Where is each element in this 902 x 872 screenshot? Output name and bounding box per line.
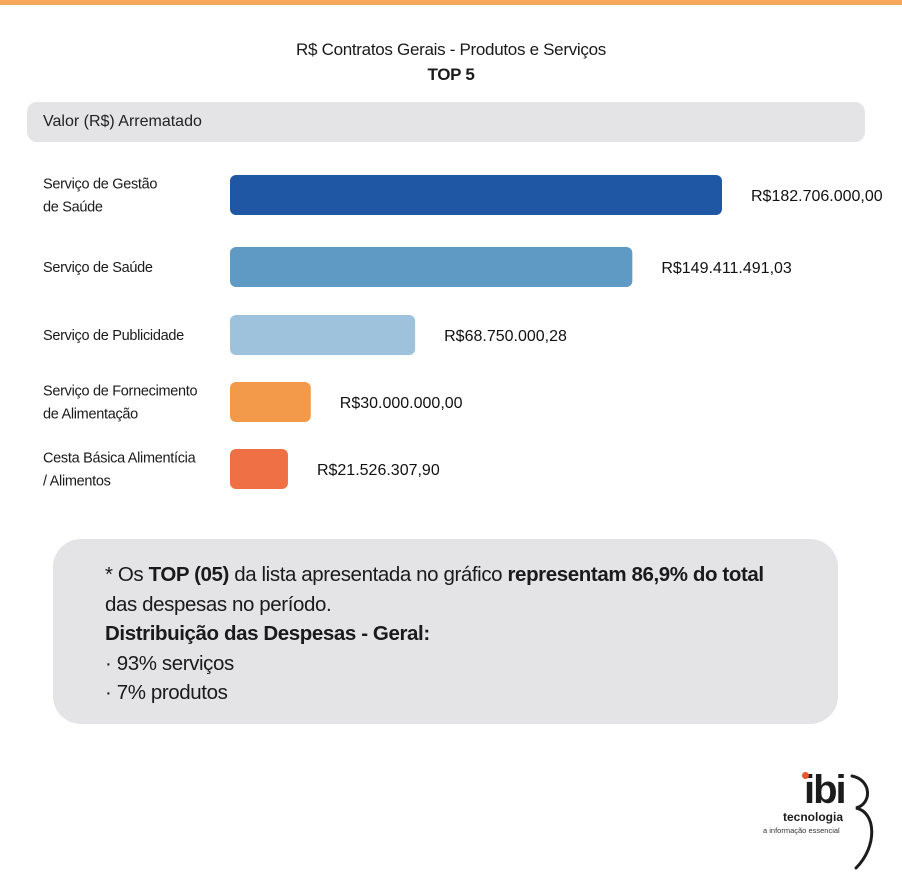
bar-4 [230,382,311,422]
category-label-5: Cesta Básica Alimentícia / Alimentos [43,451,197,490]
logo-dot [802,772,809,779]
company-logo: ibi tecnologia a informação essencial [760,770,880,870]
note-line-1: * Os TOP (05) da lista apresentada no gr… [105,560,838,590]
note-text: * Os [105,563,149,586]
logo-tagline: a informação essencial [763,826,840,835]
note-line-3: Distribuição das Despesas - Geral: [105,619,838,649]
value-label-5: R$21.526.307,90 [317,462,440,479]
chart-title: R$ Contratos Gerais - Produtos e Serviço… [296,40,606,59]
note-line-2: das despesas no período. [105,592,332,616]
bar-2 [230,247,633,287]
category-label-2: Serviço de Saúde [43,260,153,276]
value-label-1: R$182.706.000,00 [751,188,883,205]
note-text: da lista apresentada no gráfico [228,563,508,586]
value-label-3: R$68.750.000,28 [444,328,567,345]
chart-subtitle: TOP 5 [427,65,475,84]
value-label-4: R$30.000.000,00 [340,395,463,412]
logo-wordmark: ibi [804,768,847,812]
category-label-3: Serviço de Publicidade [43,328,184,344]
category-label-4: Serviço de Fornecimento de Alimentação [43,384,198,423]
bar-chart: R$182.706.000,00 Serviço de Gestão de Saúd… [43,175,883,490]
logo-swoosh-icon [850,774,874,870]
logo-subtitle: tecnologia [783,810,844,824]
note-line-5: · 7% produtos [105,681,228,704]
summary-note: * Os TOP (05) da lista apresentada no gr… [53,539,838,724]
bar-5 [230,449,288,489]
value-axis-header: Valor (R$) Arrematado [27,102,865,142]
bar-1 [230,175,722,215]
note-bold-share: representam 86,9% do total [507,563,764,586]
note-line-4: · 93% serviços [105,651,234,675]
category-label-1: Serviço de Gestão de Saúde [43,177,157,216]
top-accent-rule [0,0,902,5]
note-bold-top: TOP (05) [148,563,230,586]
bar-3 [230,315,416,355]
value-label-2: R$149.411.491,03 [661,260,792,277]
note-heading: Distribuição das Despesas - Geral: [105,622,430,645]
